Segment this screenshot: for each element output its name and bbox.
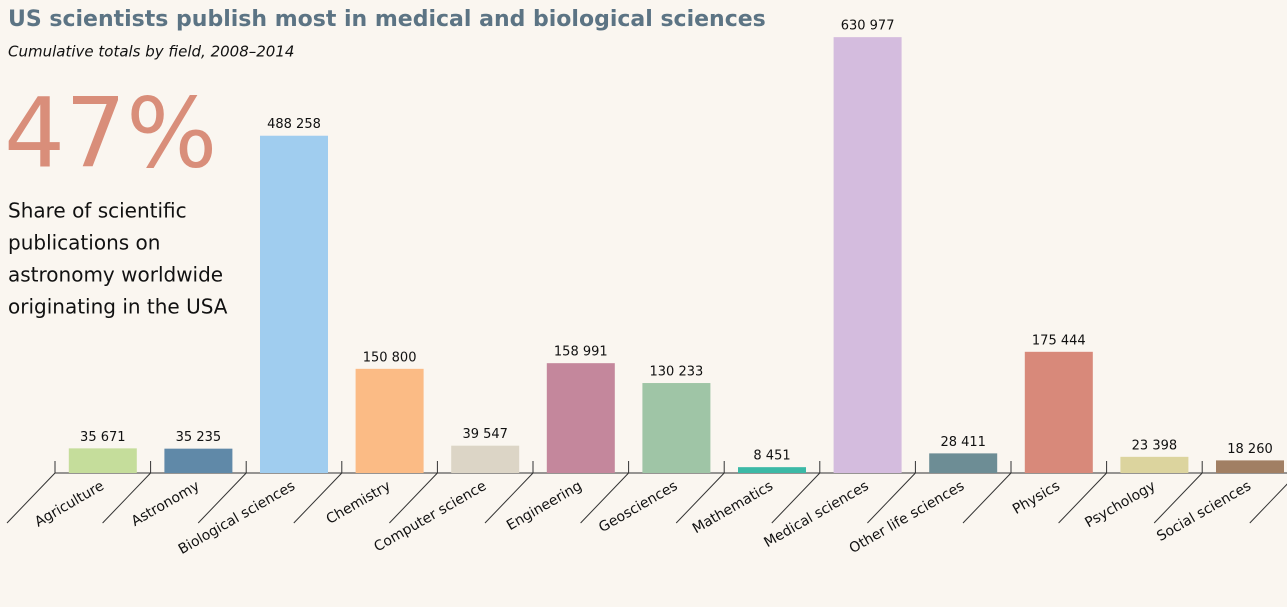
bar — [1120, 456, 1189, 473]
x-tick-label: Social sciences — [1154, 478, 1254, 545]
separator-slash — [197, 472, 247, 524]
value-label: 8 451 — [753, 449, 790, 464]
chart-title: US scientists publish most in medical an… — [8, 7, 766, 32]
value-label: 175 444 — [1032, 333, 1086, 348]
value-label: 39 547 — [462, 427, 508, 442]
annotation-line: astronomy worldwide — [8, 263, 223, 287]
annotation-big: 47% — [4, 77, 217, 189]
separator-slash — [484, 472, 534, 524]
separator-slash — [389, 472, 438, 524]
separator-slash — [580, 472, 629, 524]
annotation-line: publications on — [8, 231, 160, 255]
value-label: 150 800 — [363, 350, 417, 365]
separator-slash — [6, 472, 56, 524]
bar — [451, 445, 520, 473]
x-tick-label: Mathematics — [690, 478, 776, 537]
bar — [68, 448, 137, 473]
chart-subtitle: Cumulative totals by field, 2008–2014 — [8, 43, 294, 61]
separator-slash — [771, 472, 821, 524]
value-label: 130 233 — [650, 365, 704, 380]
bar — [833, 37, 902, 473]
x-tick-label: Geosciences — [596, 478, 680, 536]
separator-slash — [1153, 472, 1203, 524]
separator-slash — [293, 472, 343, 524]
separator-slash — [1249, 483, 1287, 524]
value-label: 28 411 — [940, 435, 986, 450]
value-label: 158 991 — [554, 345, 608, 360]
annotation-line: originating in the USA — [8, 295, 228, 319]
value-label: 630 977 — [841, 19, 895, 34]
value-label: 488 258 — [267, 117, 321, 132]
separator-slash — [102, 472, 151, 524]
bar — [355, 368, 424, 473]
bar — [546, 363, 615, 473]
value-label: 35 671 — [80, 430, 126, 445]
bar — [260, 135, 328, 474]
value-label: 35 235 — [176, 430, 222, 445]
separator-slash — [1058, 472, 1107, 524]
x-tick-label: Physics — [1010, 478, 1063, 518]
x-tick-label: Chemistry — [324, 478, 394, 528]
value-label: 23 398 — [1132, 438, 1178, 453]
separator-slash — [962, 472, 1012, 524]
x-tick-label: Astronomy — [129, 478, 203, 530]
bar — [1024, 351, 1093, 473]
bar — [642, 383, 711, 473]
annotation-line: Share of scientific — [8, 199, 187, 223]
bar — [164, 448, 233, 473]
bar — [1216, 460, 1284, 473]
bar — [929, 453, 998, 473]
bar — [738, 467, 806, 473]
x-tick-label: Agriculture — [32, 478, 107, 530]
separator-slash — [867, 472, 916, 524]
x-tick-label: Engineering — [504, 478, 585, 534]
separator-slash — [675, 472, 725, 524]
value-label: 18 260 — [1227, 442, 1273, 457]
